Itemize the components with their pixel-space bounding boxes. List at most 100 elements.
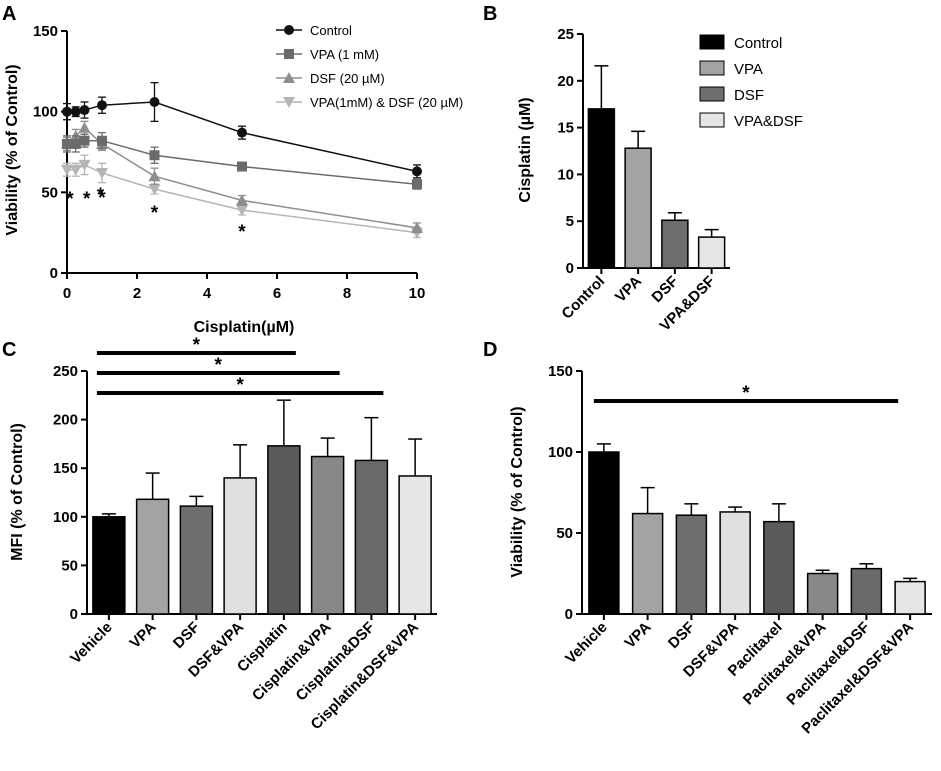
a-point-s1-p4 [149,150,160,161]
a-x-tick-label-0: 0 [63,285,71,302]
a-x-axis-title: Cisplatin(µM) [194,319,295,336]
a-point-s1-p5 [237,161,247,172]
a-x-tick-label-4: 4 [203,285,212,302]
a-x-tick-label-6: 6 [273,285,281,302]
a-y-tick-label-150: 150 [33,23,58,40]
b-legend-label-vpa: VPA [734,61,763,78]
c-bar-cisplatin-dsf-vpa [398,475,432,615]
c-bar-cisplatin-vpa [310,455,345,615]
d-bar-paclitaxel [763,520,795,615]
a-significance-star-4: * [151,203,159,224]
a-x-tick-label-2: 2 [133,285,141,302]
a-point-s0-p0 [62,106,72,117]
a-legend-marker-1 [284,49,294,59]
a-legend-label-0: Control [310,23,352,38]
a-point-s0-p5 [237,127,247,138]
a-series-vpa-1mm-dsf-20-m [61,154,423,239]
a-point-s3-p4 [148,184,161,196]
c-bar-dsf-vpa [223,477,257,615]
c-y-axis-title: MFI (% of Control) [9,423,26,561]
b-bar-control [587,108,616,269]
a-significance-star-5: * [238,222,246,243]
c-bar-cisplatin [267,445,301,615]
a-significance-star-0: * [66,189,74,210]
a-series-control [62,81,422,179]
c-y-tick-label-50: 50 [61,557,78,574]
c-bar-vpa [135,498,170,615]
a-point-s3-p3 [96,167,108,179]
d-bar-paclitaxel-dsf [850,567,883,615]
a-point-s0-p4 [149,96,160,107]
c-significance-star-2: * [236,375,244,396]
d-y-tick-label-50: 50 [556,525,573,542]
panel-label-a: A [2,3,16,25]
c-bar-cisplatin-dsf [354,459,389,615]
a-point-s3-p1 [69,164,82,176]
d-y-tick-label-0: 0 [565,606,573,623]
a-point-s3-p2 [78,159,91,171]
c-significance-star-0: * [193,335,201,356]
b-legend-swatch-vpa [699,60,725,76]
a-point-s2-p6 [411,221,423,233]
b-legend-swatch-dsf [699,86,725,102]
panel-label-d: D [483,339,497,361]
b-y-tick-label-25: 25 [557,26,574,43]
b-y-tick-label-0: 0 [566,260,574,277]
b-legend-label-vpa-dsf: VPA&DSF [734,113,803,130]
d-bar-dsf [675,514,708,615]
a-x-tick-label-10: 10 [409,285,426,302]
d-bar-paclitaxel-dsf-vpa [894,580,926,615]
a-significance-star-1: * [83,189,91,210]
a-point-s2-p2 [78,121,91,133]
b-bar-vpa-dsf [697,236,726,269]
b-legend-swatch-control [699,34,725,50]
c-significance-star-1: * [215,355,223,376]
d-significance-star-0: * [742,383,750,404]
a-legend-label-3: VPA(1mM) & DSF (20 µM) [310,95,463,110]
a-point-s1-p2 [79,135,90,146]
c-y-tick-label-150: 150 [53,460,78,477]
b-y-axis-title: Cisplatin (µM) [517,97,534,202]
a-point-s3-p5 [236,205,248,217]
a-y-tick-label-100: 100 [33,104,58,121]
d-y-axis-title: Viability (% of Control) [509,406,526,577]
a-series-vpa-1-mm [62,131,422,190]
b-legend-swatch-vpa-dsf [699,112,725,128]
a-point-s0-p1 [70,106,81,117]
b-legend-label-control: Control [734,35,782,52]
d-bar-dsf-vpa [719,511,751,615]
a-significance-star-2: * [97,185,105,206]
b-legend-label-dsf: DSF [734,87,764,104]
a-significance-star-3: * [98,188,106,209]
c-y-tick-label-200: 200 [53,412,78,429]
c-y-tick-label-250: 250 [53,363,78,380]
a-y-tick-label-50: 50 [41,184,58,201]
a-legend-marker-3 [283,97,295,108]
a-point-s0-p2 [79,105,90,116]
a-point-s3-p0 [61,164,73,176]
a-y-tick-label-0: 0 [50,265,58,282]
a-y-axis-title: Viability (% of Control) [4,64,21,235]
a-point-s0-p3 [97,100,107,111]
panel-label-c: C [2,339,16,361]
a-legend-marker-2 [283,72,295,83]
b-legend: Control VPA DSF VPA&DSF [699,34,803,130]
d-bar-paclitaxel-vpa [806,572,839,615]
d-y-tick-label-100: 100 [548,444,573,461]
c-bar-dsf [179,505,214,615]
c-y-tick-label-0: 0 [70,606,78,623]
a-legend-marker-0 [284,25,294,35]
d-bar-vehicle [588,451,620,615]
c-y-tick-label-100: 100 [53,509,78,526]
b-bar-dsf [661,219,689,269]
b-bar-vpa [624,147,652,269]
a-legend: Control VPA (1 mM) DSF (20 µM) VPA(1mM) & D… [276,23,463,110]
a-point-s2-p4 [148,170,161,182]
panel-label-b: B [483,3,497,25]
d-bar-vpa [631,512,664,615]
a-point-s1-p6 [412,179,422,190]
a-point-s2-p5 [236,194,248,206]
a-point-s1-p1 [70,138,81,149]
